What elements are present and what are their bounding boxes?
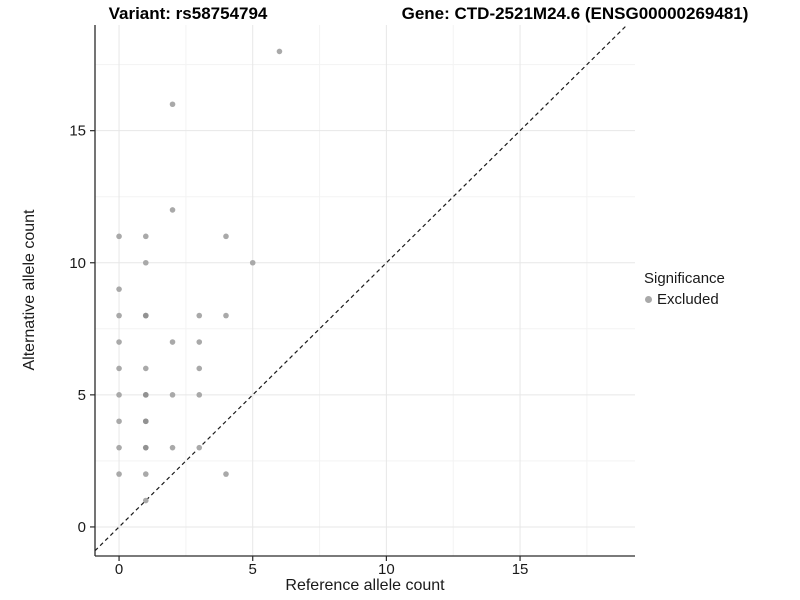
- data-point: [196, 444, 203, 451]
- data-point: [116, 339, 122, 345]
- data-point: [142, 444, 149, 451]
- tick-label: 15: [69, 123, 86, 140]
- data-point: [169, 101, 176, 108]
- legend-title: Significance: [644, 270, 725, 287]
- data-point: [116, 312, 122, 319]
- data-point: [116, 444, 122, 451]
- excluded-point-icon: [645, 296, 652, 303]
- data-point: [223, 312, 229, 319]
- data-point: [196, 312, 203, 319]
- data-point: [116, 392, 122, 398]
- tick-label: 10: [378, 561, 395, 578]
- data-point: [169, 207, 176, 213]
- data-point: [142, 471, 149, 477]
- data-point: [142, 312, 149, 319]
- tick-label: 0: [115, 561, 123, 578]
- identity-line: [94, 24, 628, 552]
- tick-label: 0: [78, 519, 86, 536]
- data-point: [169, 339, 176, 345]
- data-point: [142, 233, 149, 240]
- data-point: [196, 339, 203, 345]
- data-point: [169, 444, 176, 451]
- data-point: [142, 392, 149, 398]
- data-point: [142, 418, 149, 425]
- tick-label: 10: [69, 255, 86, 272]
- tick-label: 5: [249, 561, 257, 578]
- data-point: [142, 259, 149, 266]
- x-axis-title: Reference allele count: [285, 577, 445, 594]
- data-point: [249, 259, 256, 266]
- data-point: [116, 365, 122, 372]
- data-point: [223, 471, 229, 477]
- legend: Significance Excluded: [644, 270, 725, 308]
- data-point: [116, 471, 122, 477]
- data-point: [276, 48, 283, 55]
- data-point: [196, 392, 203, 398]
- variant-title: Variant: rs58754794: [108, 4, 268, 23]
- data-point: [196, 365, 203, 372]
- data-point: [116, 286, 122, 292]
- data-point: [116, 233, 122, 240]
- gene-title: Gene: CTD-2521M24.6 (ENSG00000269481): [401, 4, 749, 23]
- tick-label: 5: [78, 387, 86, 404]
- legend-item-label: Excluded: [657, 291, 719, 308]
- data-point: [116, 418, 122, 425]
- y-axis-title: Alternative allele count: [21, 209, 38, 371]
- data-point: [142, 365, 149, 372]
- data-point: [223, 233, 229, 240]
- data-point: [169, 392, 176, 398]
- tick-label: 15: [512, 561, 529, 578]
- legend-item-excluded: Excluded: [644, 291, 725, 308]
- data-point: [142, 497, 149, 504]
